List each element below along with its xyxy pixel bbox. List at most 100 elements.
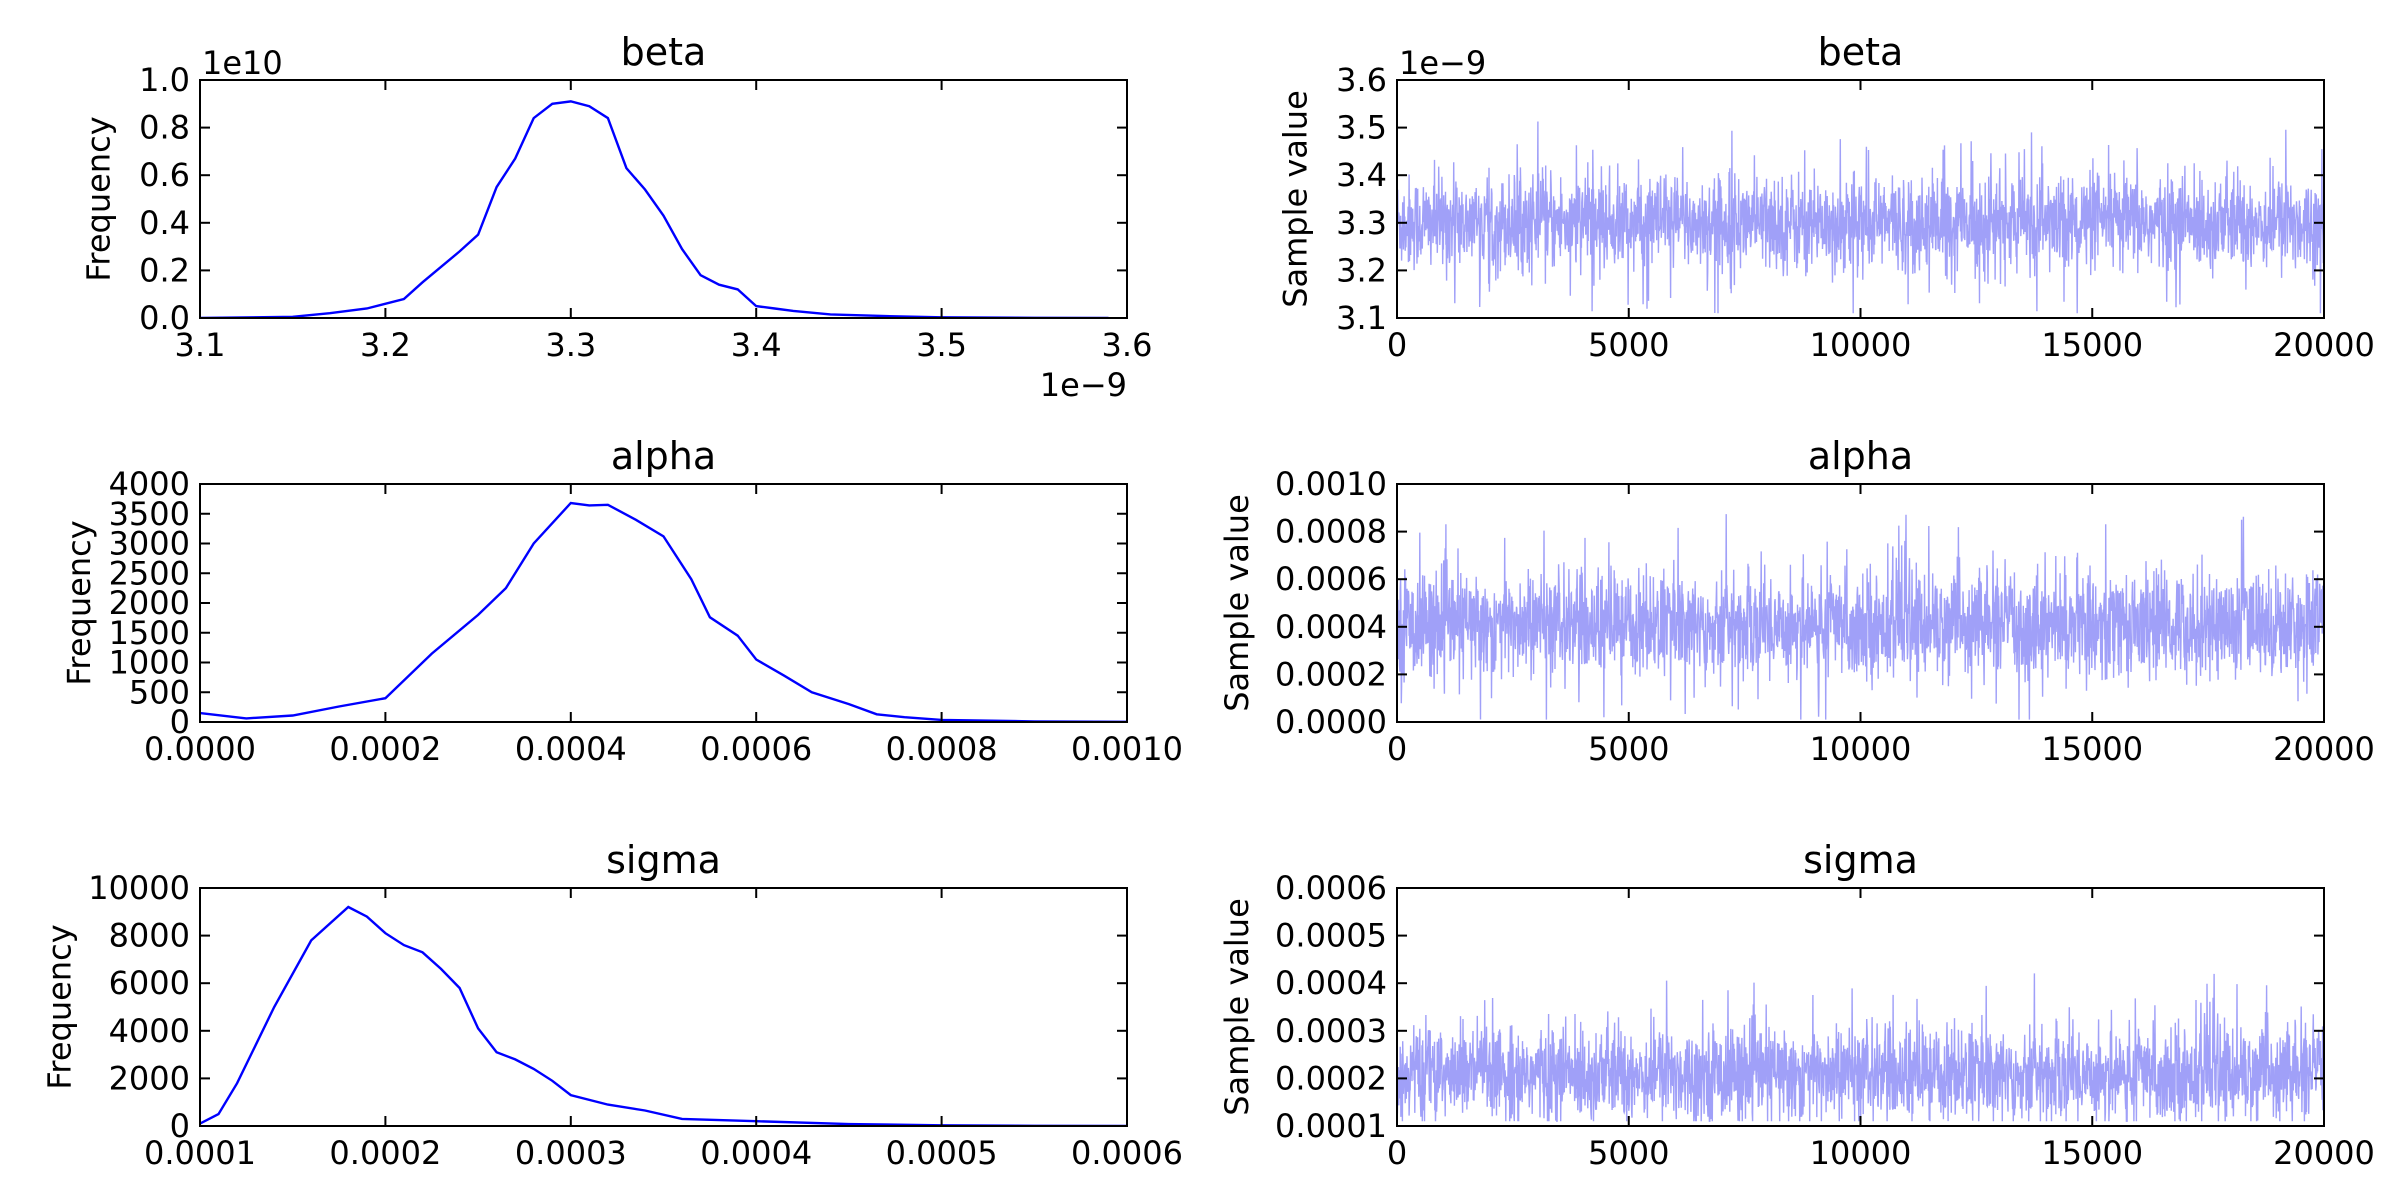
subplot-2: 0 5000 10000 15000 20000 3.1 3.2 3.3 3.4 3.5 3.6 be… <box>1277 30 2375 364</box>
y-offset-label: 1e−9 <box>1399 44 1486 82</box>
y-axis-label: Frequency <box>60 520 98 685</box>
trace-line <box>1397 121 2324 314</box>
x-tick-label: 0.0006 <box>1071 1134 1183 1172</box>
x-tick-label: 0.0003 <box>515 1134 627 1172</box>
x-tick-label: 0.0010 <box>1071 730 1183 768</box>
y-tick-label: 0.0005 <box>1275 917 1387 955</box>
subplot-title: alpha <box>611 434 716 478</box>
x-tick-label: 0 <box>1387 730 1407 768</box>
y-tick-label: 6000 <box>109 964 190 1002</box>
subplot-5: 0.0001 0.0002 0.0003 0.0004 0.0005 0.0006 0 200… <box>41 838 1183 1172</box>
x-tick-label: 20000 <box>2273 1134 2375 1172</box>
y-tick-label: 0.0003 <box>1275 1012 1387 1050</box>
x-tick-label: 0.0000 <box>144 730 256 768</box>
x-tick-label: 3.2 <box>360 326 411 364</box>
y-tick-label: 10000 <box>88 869 190 907</box>
y-tick-label: 3.1 <box>1336 299 1387 337</box>
density-line <box>200 100 1109 318</box>
y-tick-label: 500 <box>129 673 190 711</box>
y-tick-label: 1.0 <box>139 61 190 99</box>
x-tick-label: 0.0005 <box>886 1134 998 1172</box>
y-tick-label: 0.4 <box>139 204 190 242</box>
subplot-1: 3.1 3.2 3.3 3.4 3.5 3.6 0.0 0.2 0.4 0.6 0.8 1.0 beta… <box>80 30 1153 404</box>
y-tick-label: 0.0000 <box>1275 703 1387 741</box>
subplot-3: 0.0000 0.0002 0.0004 0.0006 0.0008 0.0010 0500… <box>60 434 1183 768</box>
subplot-title: sigma <box>606 838 721 882</box>
y-tick-label: 0 <box>170 1107 190 1145</box>
x-tick-label: 3.5 <box>916 326 967 364</box>
y-tick-label: 3.2 <box>1336 251 1387 289</box>
x-tick-label: 5000 <box>1588 1134 1669 1172</box>
y-tick-label: 4000 <box>109 1012 190 1050</box>
y-tick-label: 0.0004 <box>1275 964 1387 1002</box>
x-tick-label: 0.0004 <box>515 730 627 768</box>
x-tick-label: 15000 <box>2041 730 2143 768</box>
y-tick-label: 3.3 <box>1336 204 1387 242</box>
y-tick-label: 4000 <box>109 465 190 503</box>
y-tick-label: 0.8 <box>139 109 190 147</box>
subplot-6: 0 5000 10000 15000 20000 0.0001 0.0002 0.0003 0.… <box>1218 838 2375 1172</box>
x-offset-label: 1e−9 <box>1040 366 1127 404</box>
x-tick-label: 5000 <box>1588 326 1669 364</box>
x-tick-label: 3.3 <box>545 326 596 364</box>
subplot-title: beta <box>1818 30 1904 74</box>
x-tick-label: 3.6 <box>1102 326 1153 364</box>
x-tick-label: 10000 <box>1810 1134 1912 1172</box>
x-tick-label: 0 <box>1387 1134 1407 1172</box>
x-tick-label: 5000 <box>1588 730 1669 768</box>
y-tick-label: 0.0001 <box>1275 1107 1387 1145</box>
y-tick-label: 3.4 <box>1336 156 1387 194</box>
y-tick-label: 0.6 <box>139 156 190 194</box>
x-tick-label: 0.0002 <box>329 1134 441 1172</box>
y-tick-label: 0.0006 <box>1275 869 1387 907</box>
x-tick-label: 10000 <box>1810 730 1912 768</box>
axes-frame <box>199 483 1128 723</box>
y-tick-label: 3500 <box>109 495 190 533</box>
y-tick-label: 0.0 <box>139 299 190 337</box>
y-tick-label: 0.0002 <box>1275 1059 1387 1097</box>
y-tick-label: 1500 <box>109 614 190 652</box>
density-line <box>200 905 1127 1126</box>
subplot-title: beta <box>621 30 707 74</box>
y-tick-label: 0 <box>170 703 190 741</box>
x-tick-label: 0.0001 <box>144 1134 256 1172</box>
y-tick-label: 3.6 <box>1336 61 1387 99</box>
density-line <box>200 501 1127 722</box>
y-tick-label: 0.0006 <box>1275 560 1387 598</box>
axes-frame <box>199 887 1128 1127</box>
x-tick-label: 3.4 <box>731 326 782 364</box>
y-tick-label: 8000 <box>109 917 190 955</box>
y-tick-label: 0.0004 <box>1275 608 1387 646</box>
y-offset-label: 1e10 <box>202 44 283 82</box>
x-tick-label: 0 <box>1387 326 1407 364</box>
trace-line <box>1397 973 2324 1122</box>
x-tick-label: 20000 <box>2273 326 2375 364</box>
subplot-title: sigma <box>1803 838 1918 882</box>
axes-frame <box>199 79 1128 319</box>
x-tick-label: 10000 <box>1810 326 1912 364</box>
y-tick-label: 2000 <box>109 1059 190 1097</box>
subplot-title: alpha <box>1808 434 1913 478</box>
x-tick-label: 0.0002 <box>329 730 441 768</box>
y-axis-label: Frequency <box>41 924 79 1089</box>
x-tick-label: 15000 <box>2041 1134 2143 1172</box>
x-tick-label: 20000 <box>2273 730 2375 768</box>
x-tick-label: 0.0008 <box>886 730 998 768</box>
y-tick-label: 2000 <box>109 584 190 622</box>
y-axis-label: Sample value <box>1218 494 1256 712</box>
y-tick-label: 0.0002 <box>1275 655 1387 693</box>
x-tick-label: 3.1 <box>175 326 226 364</box>
y-axis-label: Sample value <box>1277 90 1315 308</box>
y-axis-label: Sample value <box>1218 898 1256 1116</box>
x-tick-label: 15000 <box>2041 326 2143 364</box>
y-tick-label: 0.0008 <box>1275 513 1387 551</box>
y-tick-label: 3.5 <box>1336 109 1387 147</box>
subplot-4: 0 5000 10000 15000 20000 0.0000 0.0002 0.0004 0.… <box>1218 434 2375 768</box>
x-tick-label: 0.0006 <box>700 730 812 768</box>
y-tick-label: 2500 <box>109 554 190 592</box>
y-tick-label: 3000 <box>109 525 190 563</box>
trace-line <box>1397 514 2324 720</box>
y-tick-label: 1000 <box>109 644 190 682</box>
y-tick-label: 0.0010 <box>1275 465 1387 503</box>
